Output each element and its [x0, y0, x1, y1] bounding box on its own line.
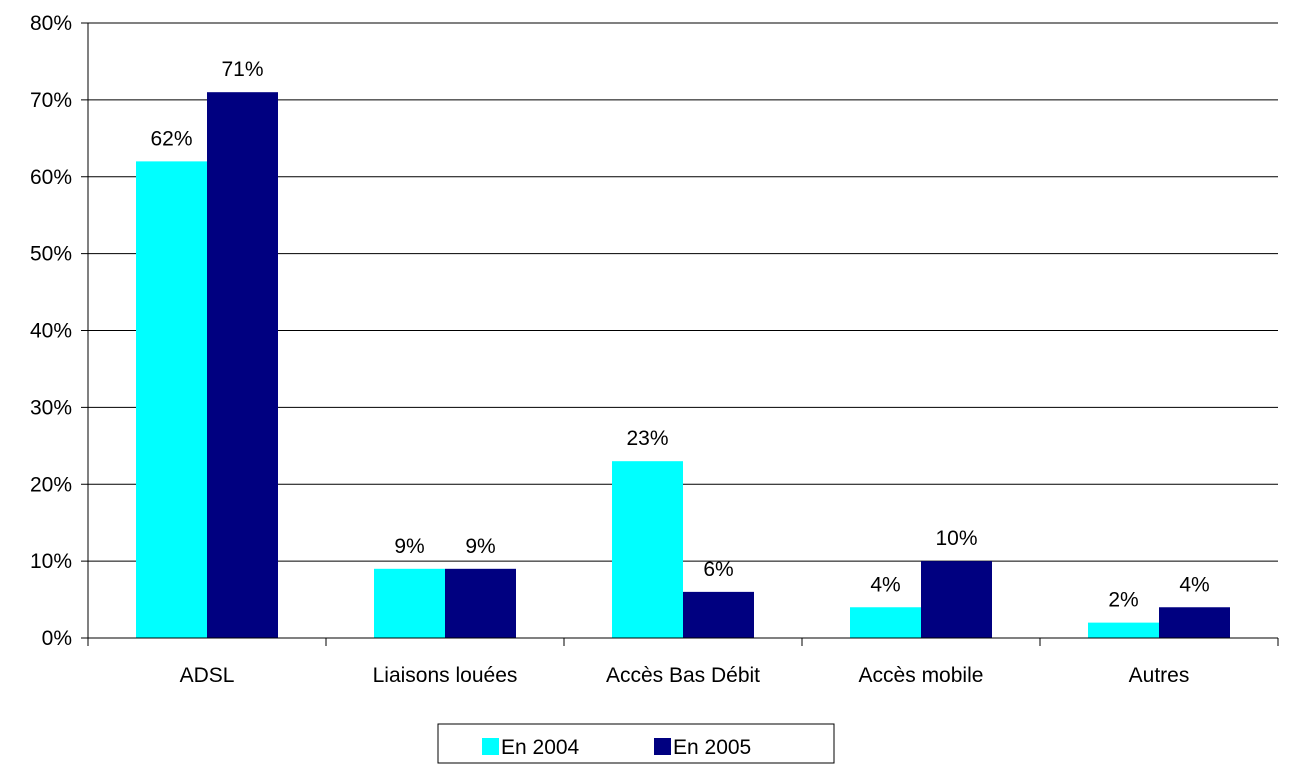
y-tick-label: 20%	[30, 473, 72, 496]
legend: En 2004 En 2005	[437, 723, 835, 764]
axes	[81, 22, 1279, 646]
bar	[374, 568, 445, 638]
data-label: 6%	[703, 558, 733, 581]
x-tick-label: Accès Bas Débit	[606, 664, 760, 687]
x-tick-label: Liaisons louées	[373, 664, 518, 687]
x-tick-label: Autres	[1129, 664, 1190, 687]
x-tick-label: Accès mobile	[859, 664, 984, 687]
bars	[136, 92, 1230, 638]
bar	[850, 607, 921, 638]
legend-label: En 2004	[501, 736, 580, 759]
bar	[1088, 622, 1159, 638]
x-tick-labels: ADSL Liaisons louées Accès Bas Débit Accès …	[180, 664, 1190, 687]
bar	[612, 461, 683, 638]
gridlines	[88, 22, 1278, 562]
bar	[1159, 607, 1230, 638]
data-label: 62%	[150, 127, 192, 150]
bar	[921, 561, 992, 638]
bar	[445, 568, 516, 638]
bar	[136, 161, 207, 638]
y-tick-label: 80%	[30, 12, 72, 35]
y-tick-label: 10%	[30, 550, 72, 573]
y-tick-labels: 0% 10% 20% 30% 40% 50% 60% 70% 80%	[30, 12, 72, 650]
y-tick-label: 40%	[30, 320, 72, 343]
data-labels: 62% 71% 9% 9% 23% 6% 4% 10% 2% 4%	[150, 58, 1209, 611]
bar	[683, 591, 754, 638]
data-label: 4%	[870, 573, 900, 596]
y-tick-label: 0%	[42, 627, 72, 650]
data-label: 23%	[626, 427, 668, 450]
legend-swatch	[654, 738, 671, 755]
legend-box	[437, 723, 835, 764]
bar	[207, 92, 278, 638]
y-tick-label: 50%	[30, 243, 72, 266]
legend-swatch	[482, 738, 499, 755]
data-label: 71%	[221, 58, 263, 81]
data-label: 10%	[935, 527, 977, 550]
data-label: 9%	[465, 535, 495, 558]
y-tick-label: 70%	[30, 89, 72, 112]
legend-label: En 2005	[673, 736, 751, 759]
data-label: 2%	[1108, 589, 1138, 612]
y-tick-label: 30%	[30, 396, 72, 419]
data-label: 4%	[1179, 573, 1209, 596]
y-tick-label: 60%	[30, 166, 72, 189]
x-tick-label: ADSL	[180, 664, 235, 687]
data-label: 9%	[394, 535, 424, 558]
